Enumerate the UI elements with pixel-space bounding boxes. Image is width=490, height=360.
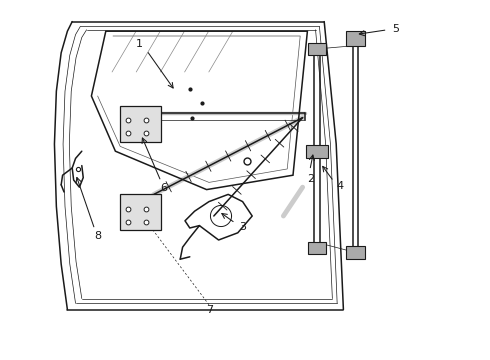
FancyBboxPatch shape (120, 105, 161, 141)
FancyBboxPatch shape (346, 246, 365, 259)
FancyBboxPatch shape (120, 194, 161, 230)
Text: 2: 2 (307, 174, 314, 184)
FancyBboxPatch shape (308, 43, 326, 55)
Text: 6: 6 (160, 183, 167, 193)
Text: 3: 3 (239, 221, 246, 231)
Text: 1: 1 (136, 39, 143, 49)
Text: 7: 7 (206, 305, 214, 315)
FancyBboxPatch shape (306, 145, 327, 158)
FancyBboxPatch shape (346, 31, 365, 46)
Text: 8: 8 (94, 231, 101, 241)
FancyBboxPatch shape (308, 242, 326, 255)
Text: 5: 5 (392, 24, 399, 34)
Text: 4: 4 (336, 181, 343, 191)
